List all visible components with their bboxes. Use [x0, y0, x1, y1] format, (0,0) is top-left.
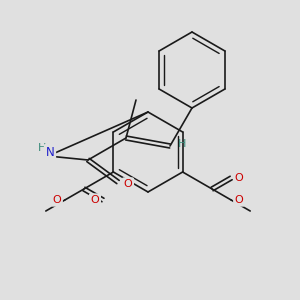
Text: O: O: [235, 195, 244, 205]
Text: H: H: [38, 143, 46, 153]
Text: H: H: [178, 139, 186, 149]
Text: N: N: [46, 146, 54, 158]
Text: O: O: [52, 195, 61, 205]
Text: O: O: [124, 179, 132, 189]
Text: O: O: [91, 195, 99, 205]
Text: O: O: [235, 173, 244, 183]
